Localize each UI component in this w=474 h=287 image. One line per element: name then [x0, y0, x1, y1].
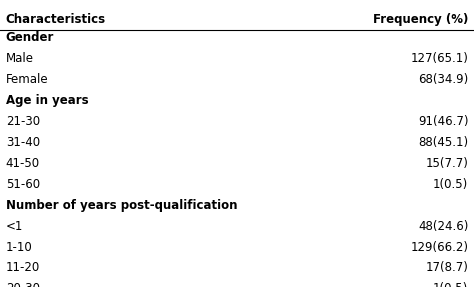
Text: Gender: Gender	[6, 31, 54, 44]
Text: 20-30: 20-30	[6, 282, 40, 287]
Text: 91(46.7): 91(46.7)	[418, 115, 468, 128]
Text: 51-60: 51-60	[6, 178, 40, 191]
Text: 68(34.9): 68(34.9)	[418, 73, 468, 86]
Text: Number of years post-qualification: Number of years post-qualification	[6, 199, 237, 212]
Text: 48(24.6): 48(24.6)	[418, 220, 468, 232]
Text: Female: Female	[6, 73, 48, 86]
Text: 41-50: 41-50	[6, 157, 40, 170]
Text: 1-10: 1-10	[6, 241, 32, 253]
Text: 129(66.2): 129(66.2)	[410, 241, 468, 253]
Text: 11-20: 11-20	[6, 261, 40, 274]
Text: 15(7.7): 15(7.7)	[426, 157, 468, 170]
Text: 21-30: 21-30	[6, 115, 40, 128]
Text: Characteristics: Characteristics	[6, 13, 106, 26]
Text: Frequency (%): Frequency (%)	[373, 13, 468, 26]
Text: 127(65.1): 127(65.1)	[410, 52, 468, 65]
Text: 1(0.5): 1(0.5)	[433, 178, 468, 191]
Text: 1(0.5): 1(0.5)	[433, 282, 468, 287]
Text: 31-40: 31-40	[6, 136, 40, 149]
Text: 17(8.7): 17(8.7)	[426, 261, 468, 274]
Text: Male: Male	[6, 52, 34, 65]
Text: <1: <1	[6, 220, 23, 232]
Text: Age in years: Age in years	[6, 94, 88, 107]
Text: 88(45.1): 88(45.1)	[418, 136, 468, 149]
